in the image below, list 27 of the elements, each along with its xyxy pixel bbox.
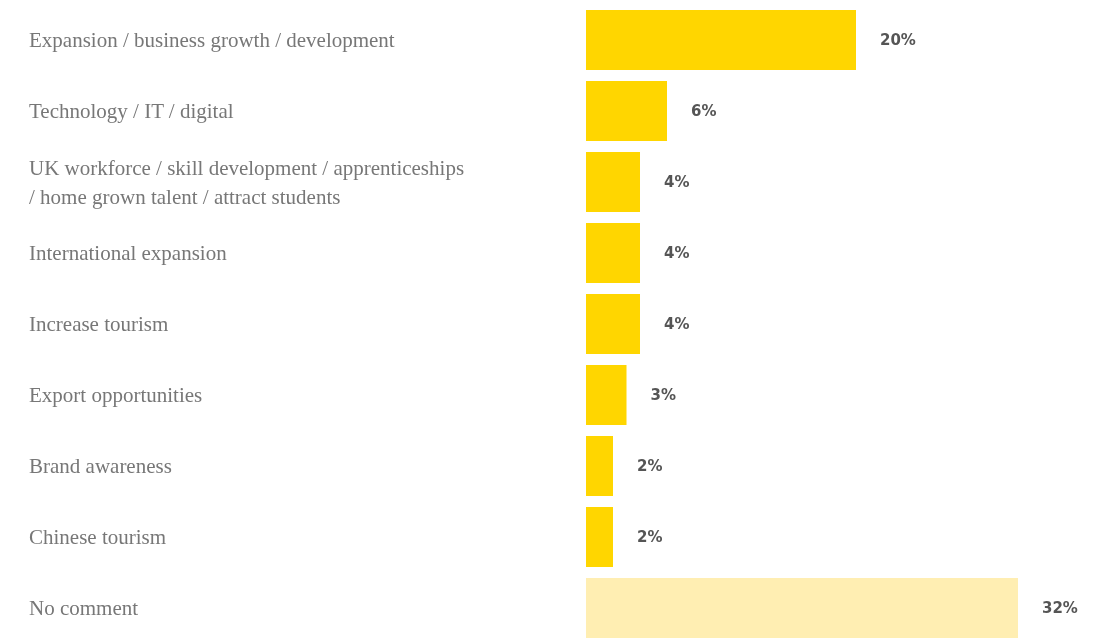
data-label: 2% (637, 457, 663, 475)
y-tick-label: No comment (29, 596, 139, 620)
data-label: 2% (637, 528, 663, 546)
y-tick-label: Chinese tourism (29, 525, 167, 549)
data-label: 4% (664, 315, 690, 333)
bar (586, 507, 613, 567)
bar (586, 365, 627, 425)
bar (586, 10, 856, 70)
data-label: 32% (1042, 599, 1078, 617)
data-label: 4% (664, 244, 690, 262)
y-tick-label: Increase tourism (29, 312, 169, 336)
bar (586, 436, 613, 496)
y-tick-label: Technology / IT / digital (29, 99, 234, 123)
bar (586, 294, 640, 354)
y-tick-label: International expansion (29, 241, 228, 265)
bar (586, 223, 640, 283)
bar (586, 578, 1018, 638)
data-label: 4% (664, 173, 690, 191)
y-tick-label: Brand awareness (29, 454, 172, 478)
y-tick-label: UK workforce / skill development / apprenticeships / home grown talent / attract students (29, 155, 465, 209)
bar (586, 81, 667, 141)
y-tick-label: Expansion / business growth / development (29, 28, 395, 52)
data-label: 3% (650, 386, 676, 404)
data-label: 6% (691, 102, 717, 120)
data-label: 20% (880, 31, 916, 49)
y-tick-label: Export opportunities (29, 383, 203, 407)
bar (586, 152, 640, 212)
